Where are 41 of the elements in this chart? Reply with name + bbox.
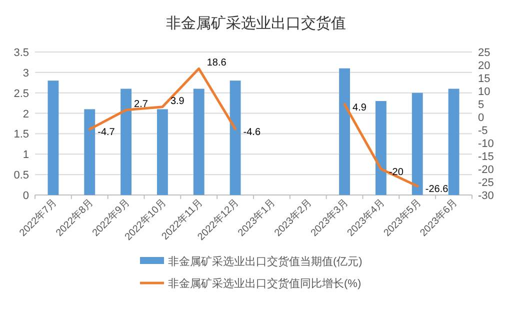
y2-tick-label: -5 <box>478 125 488 137</box>
bar <box>84 109 96 195</box>
y2-tick-label: -25 <box>478 177 494 189</box>
y-tick-label: 1 <box>22 149 29 162</box>
y2-tick-label: 20 <box>478 60 490 72</box>
data-label: 3.9 <box>170 96 185 107</box>
bar <box>230 80 241 195</box>
bar <box>412 92 423 195</box>
bar <box>48 80 59 195</box>
legend-label: 非金属矿采选业出口交货值同比增长(%) <box>168 277 362 290</box>
chart-title: 非金属矿采选业出口交货值 <box>166 15 346 32</box>
data-label: 4.9 <box>352 102 367 114</box>
y2-tick-label: 10 <box>478 86 490 98</box>
y2-tick-label: -10 <box>478 138 494 150</box>
y2-tick-label: -20 <box>478 164 494 176</box>
data-label: 18.6 <box>206 58 227 69</box>
y2-tick-label: -15 <box>478 151 494 163</box>
bar <box>339 68 350 195</box>
data-label: -26.6 <box>425 184 449 196</box>
y2-tick-label: -30 <box>478 190 494 202</box>
y-tick-label: 0 <box>22 190 29 202</box>
data-label: -4.6 <box>243 126 261 138</box>
y-tick-label: 2 <box>22 108 29 120</box>
y-tick-label: 2.5 <box>14 88 29 100</box>
y2-tick-label: 25 <box>478 47 490 59</box>
bar <box>120 88 132 195</box>
bar <box>156 109 168 195</box>
bar <box>193 88 204 195</box>
y-tick-label: 0.5 <box>14 170 29 182</box>
y2-tick-label: 15 <box>478 73 490 85</box>
data-label: 2.7 <box>134 98 148 110</box>
y-tick-label: 3.5 <box>14 47 29 59</box>
y2-tick-label: 0 <box>478 112 484 124</box>
data-label: -4.7 <box>98 127 116 138</box>
bar <box>375 101 386 195</box>
y2-tick-label: 5 <box>478 99 484 111</box>
bar <box>448 88 460 195</box>
y-tick-label: 3 <box>22 67 29 80</box>
legend-label: 非金属矿采选业出口交货值当期值(亿元) <box>168 255 362 268</box>
data-label: -20 <box>388 167 404 178</box>
y-tick-label: 1.5 <box>14 128 29 141</box>
